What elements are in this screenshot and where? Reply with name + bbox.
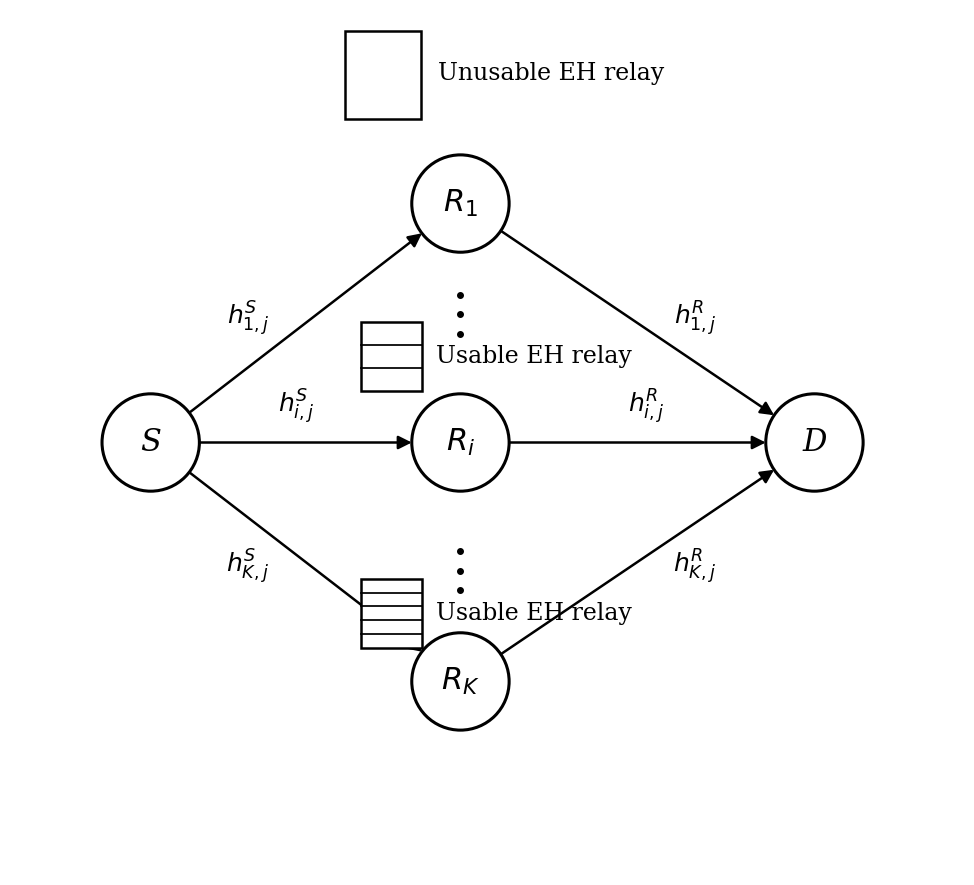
Text: $R_i$: $R_i$ xyxy=(446,427,475,458)
Circle shape xyxy=(102,394,200,491)
Circle shape xyxy=(412,394,509,491)
Bar xyxy=(361,579,422,648)
Text: $h^R_{i,j}$: $h^R_{i,j}$ xyxy=(628,388,664,427)
Bar xyxy=(346,31,421,119)
Text: Usable EH relay: Usable EH relay xyxy=(435,602,631,625)
Text: $h^R_{K,j}$: $h^R_{K,j}$ xyxy=(673,547,717,586)
Bar xyxy=(361,322,422,391)
Circle shape xyxy=(412,633,509,730)
Text: $R_K$: $R_K$ xyxy=(441,666,480,697)
Text: $R_1$: $R_1$ xyxy=(443,188,478,219)
Text: Unusable EH relay: Unusable EH relay xyxy=(438,62,664,85)
Text: $h^R_{1,j}$: $h^R_{1,j}$ xyxy=(674,299,716,338)
Text: D: D xyxy=(803,427,827,458)
Circle shape xyxy=(766,394,863,491)
Text: Usable EH relay: Usable EH relay xyxy=(435,345,631,368)
Text: S: S xyxy=(140,427,161,458)
Text: $h^S_{K,j}$: $h^S_{K,j}$ xyxy=(227,547,270,586)
Circle shape xyxy=(412,155,509,252)
Text: $h^S_{1,j}$: $h^S_{1,j}$ xyxy=(227,299,270,338)
Text: $h^S_{i,j}$: $h^S_{i,j}$ xyxy=(279,388,315,427)
